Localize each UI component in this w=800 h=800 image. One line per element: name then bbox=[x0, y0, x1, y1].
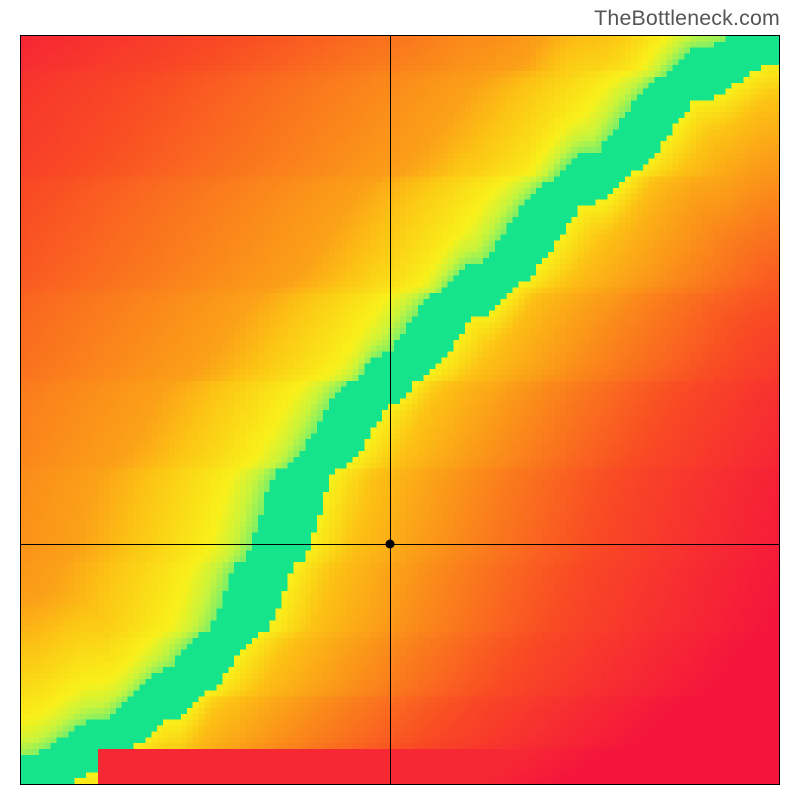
heatmap-canvas bbox=[21, 36, 779, 784]
crosshair-marker bbox=[386, 539, 395, 548]
crosshair-vertical bbox=[390, 36, 391, 784]
root: TheBottleneck.com bbox=[0, 0, 800, 800]
watermark-text: TheBottleneck.com bbox=[594, 6, 780, 31]
crosshair-horizontal bbox=[21, 544, 779, 545]
heatmap-plot bbox=[20, 35, 780, 785]
